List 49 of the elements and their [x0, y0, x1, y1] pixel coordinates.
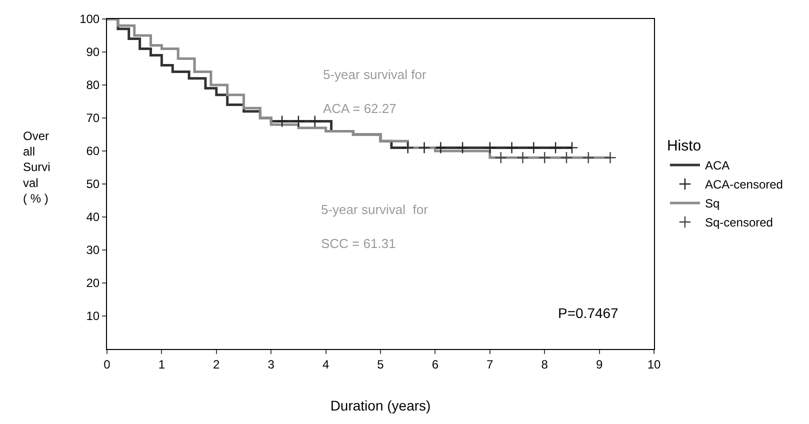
legend-title: Histo: [666, 138, 702, 154]
point: [560, 151, 573, 164]
x-tick-label: 8: [541, 357, 548, 372]
legend-label: Sq: [704, 196, 720, 211]
text: 5-year survival for ACA = 62.27: [323, 67, 426, 116]
point: [434, 142, 447, 154]
point: [566, 142, 578, 154]
point: [484, 142, 496, 154]
point: [402, 142, 414, 154]
x-tick-label: 2: [213, 357, 220, 372]
point: [506, 142, 518, 154]
point: [604, 151, 616, 164]
x-tick-label: 10: [647, 357, 661, 372]
annotation: P=0.7467: [558, 305, 619, 321]
point: [292, 115, 305, 128]
y-tick-label: 90: [86, 45, 100, 60]
y-tick-label: 30: [86, 243, 100, 258]
y-tick-label: 60: [86, 144, 100, 158]
x-tick-label: 3: [268, 357, 275, 372]
point: [308, 115, 322, 128]
y-tick-label: 40: [86, 210, 100, 224]
legend-label: ACA: [704, 158, 730, 173]
point: [549, 142, 562, 154]
legend-label: ACA-censored: [704, 178, 783, 192]
point: [456, 142, 469, 154]
y-tick-label: 10: [86, 309, 100, 324]
y-tick-label: 50: [86, 177, 100, 192]
point: [527, 142, 540, 154]
text: 5-year survival for SCC = 61.31: [321, 202, 428, 251]
x-tick-label: 0: [104, 357, 111, 372]
x-tick-label: 1: [158, 357, 166, 372]
point: [494, 151, 508, 164]
y-axis-title: Over all Survi val ( % ): [23, 129, 50, 206]
x-tick-label: 6: [432, 357, 439, 372]
x-tick-label: 4: [322, 357, 330, 372]
y-tick-label: 70: [86, 111, 100, 126]
x-tick-label: 5: [377, 357, 384, 372]
x-tick-label: 7: [486, 357, 494, 372]
point: [418, 142, 430, 154]
point: [516, 151, 529, 164]
point: [582, 151, 595, 164]
point: [538, 151, 551, 164]
x-axis-title: Duration (years): [330, 398, 431, 414]
point: [276, 115, 288, 128]
y-tick-label: 80: [86, 78, 100, 92]
y-tick-label: 20: [86, 276, 100, 290]
y-tick-label: 100: [80, 12, 100, 26]
x-tick-label: 9: [596, 357, 603, 372]
legend-label: Sq-censored: [704, 216, 773, 230]
